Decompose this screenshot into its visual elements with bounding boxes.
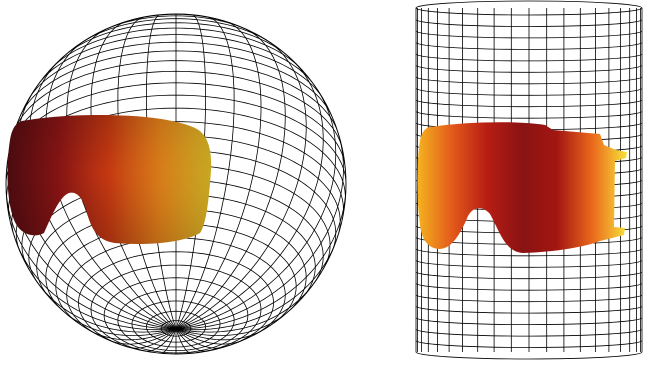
- sphere-meridian-line: [175, 328, 208, 352]
- sphere-meridian-line: [125, 328, 177, 349]
- sphere-lens-shading: [7, 114, 212, 244]
- cylinder-horizontal-line: [415, 7, 643, 16]
- sphere-meridian-line: [144, 328, 177, 352]
- cylinder-horizontal-line: [415, 328, 643, 337]
- cylinder-horizontal-line: [415, 65, 643, 73]
- cylinder-horizontal-line: [415, 260, 643, 268]
- cylinder-horizontal-line: [415, 99, 643, 108]
- sphere-meridian-line: [13, 236, 177, 331]
- sphere-outline: [5, 13, 347, 355]
- cylinder-horizontal-line: [415, 305, 643, 314]
- sphere-meridian-line: [176, 180, 346, 330]
- spherical-goggle-lens: [7, 114, 212, 244]
- sphere-meridian-line: [175, 16, 235, 330]
- cylinder-horizontal-line: [415, 53, 643, 62]
- sphere-meridian-line: [175, 127, 344, 330]
- sphere-meridian-line: [175, 84, 337, 330]
- cylinder-top-rim: [415, 0, 643, 9]
- sphere-meridian-line: [175, 27, 286, 330]
- sphere-meridian-line: [175, 328, 193, 354]
- sphere-meridian-line: [175, 55, 324, 330]
- sphere-meridian-line: [175, 328, 245, 345]
- sphere-meridian-line: [175, 279, 317, 333]
- sphere-panel: [5, 13, 347, 355]
- sphere-meridian-line: [175, 307, 294, 336]
- sphere-meridian-line: [175, 39, 307, 330]
- sphere-meridian-line: [175, 20, 262, 330]
- sphere-meridian-line: [6, 180, 176, 330]
- cylinder-horizontal-line: [415, 271, 643, 280]
- cylinder-horizontal-line: [415, 88, 643, 96]
- cylinder-panel: [415, 0, 643, 360]
- cylinder-horizontal-line: [415, 351, 643, 360]
- cylinder-horizontal-line: [415, 248, 643, 257]
- cylindrical-goggle-lens: [417, 122, 627, 253]
- sphere-meridian-line: [58, 307, 177, 336]
- sphere-meridian-line: [159, 328, 177, 354]
- cylinder-horizontal-line: [415, 19, 643, 27]
- cylinder-horizontal-line: [415, 340, 643, 348]
- cylinder-horizontal-line: [415, 283, 643, 291]
- sphere-meridian-line: [175, 236, 339, 331]
- sphere-meridian-line: [175, 328, 227, 349]
- cylinder-horizontal-line: [415, 76, 643, 85]
- sphere-meridian-line: [175, 326, 269, 341]
- sphere-meridian-line: [107, 328, 177, 345]
- cylinder-horizontal-line: [415, 294, 643, 303]
- cylinder-lens-shape: [417, 122, 627, 253]
- sphere-meridian-line: [83, 326, 177, 341]
- cylinder-horizontal-line: [415, 317, 643, 325]
- cylinder-horizontal-line: [415, 111, 643, 119]
- cylinder-horizontal-line: [415, 30, 643, 39]
- cylinder-horizontal-line: [415, 42, 643, 50]
- sphere-meridian-line: [35, 279, 177, 333]
